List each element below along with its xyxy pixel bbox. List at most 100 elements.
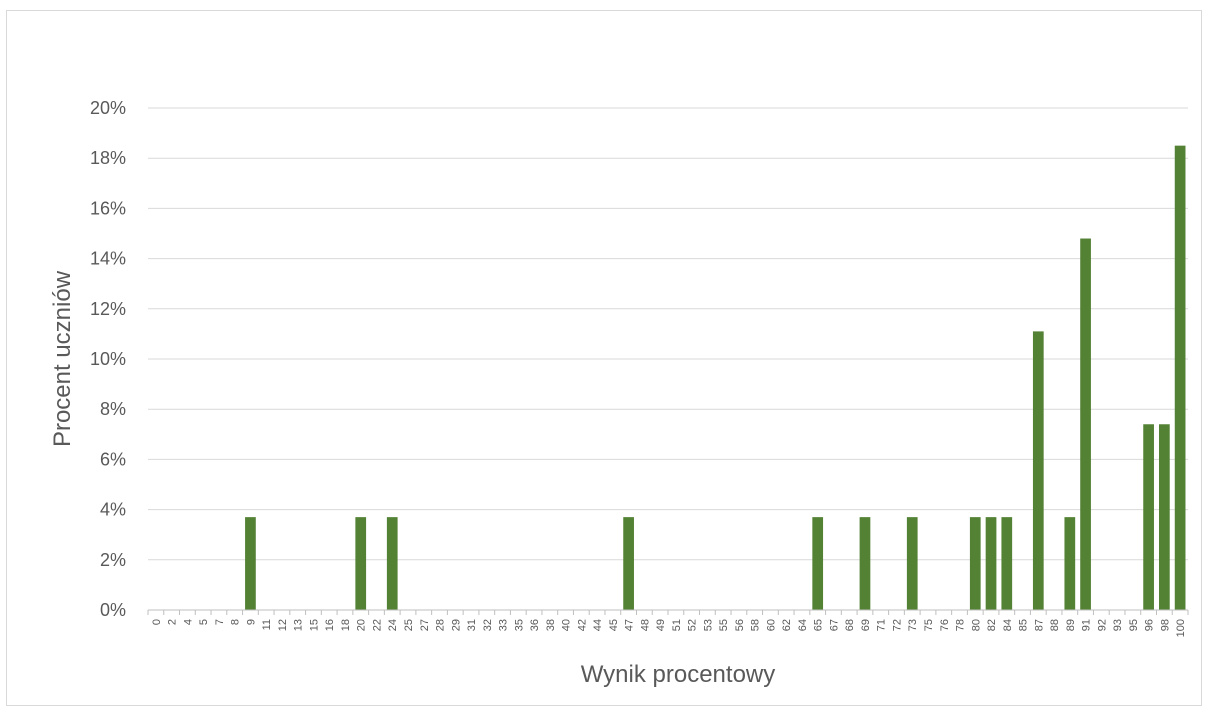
x-tick-label: 45 — [608, 619, 620, 631]
x-tick-label: 36 — [529, 619, 541, 631]
x-tick-label: 9 — [245, 619, 257, 625]
x-tick-label: 88 — [1049, 619, 1061, 631]
x-tick-label: 96 — [1144, 619, 1156, 631]
x-axis-title: Wynik procentowy — [581, 661, 776, 688]
x-tick-label: 87 — [1033, 619, 1045, 631]
x-tick-label: 100 — [1175, 619, 1187, 637]
x-tick-label: 40 — [561, 619, 573, 631]
x-tick-label: 12 — [277, 619, 289, 631]
x-tick-label: 58 — [750, 619, 762, 631]
x-tick-label: 69 — [860, 619, 872, 631]
x-tick-label: 93 — [1112, 619, 1124, 631]
y-tick-label: 4% — [100, 500, 126, 520]
bars — [245, 145, 1186, 610]
x-tick-label: 71 — [876, 619, 888, 631]
x-tick-label: 15 — [308, 619, 320, 631]
x-tick-label: 47 — [624, 619, 636, 631]
x-tick-label: 56 — [734, 619, 746, 631]
x-tick-label: 4 — [182, 619, 194, 625]
x-tick-label: 68 — [844, 619, 856, 631]
x-tick-label: 60 — [765, 619, 777, 631]
x-tick-label: 35 — [513, 619, 525, 631]
y-tick-label: 0% — [100, 600, 126, 620]
y-tick-label: 8% — [100, 399, 126, 419]
x-tick-label: 67 — [828, 619, 840, 631]
y-tick-label: 18% — [90, 148, 126, 168]
bar — [812, 517, 824, 610]
x-tick-label: 18 — [340, 619, 352, 631]
bar — [1080, 238, 1091, 610]
y-axis-ticks: 0% 2% 4% 6% 8% 10% 12% 14% 16% 18% 20% — [90, 98, 126, 620]
x-tick-label: 85 — [1018, 619, 1030, 631]
bar — [245, 517, 256, 610]
y-tick-label: 20% — [90, 98, 126, 118]
gridlines — [148, 107, 1188, 561]
bar — [1064, 517, 1076, 610]
x-tick-label: 20 — [356, 619, 368, 631]
bar — [1143, 424, 1154, 610]
x-tick-label: 64 — [797, 619, 809, 631]
x-tick-label: 89 — [1065, 619, 1077, 631]
x-tick-label: 84 — [1002, 619, 1014, 631]
x-tick-label: 2 — [167, 619, 179, 625]
y-tick-label: 10% — [90, 349, 126, 369]
x-tick-label: 32 — [482, 619, 494, 631]
x-tick-label: 82 — [986, 619, 998, 631]
x-tick-label: 42 — [576, 619, 588, 631]
x-tick-label: 52 — [687, 619, 699, 631]
x-tick-label: 72 — [891, 619, 903, 631]
x-tick-label: 8 — [230, 619, 242, 625]
y-tick-label: 12% — [90, 299, 126, 319]
x-tick-label: 98 — [1159, 619, 1171, 631]
bar — [1001, 517, 1013, 610]
x-axis-ticks: 0 2 4 5 7 8 9 11 12 13 15 16 18 20 22 24 25 27 28 29 31 32 33 3… — [147, 610, 1189, 637]
x-tick-label: 95 — [1128, 619, 1140, 631]
x-tick-label: 7 — [214, 619, 226, 625]
x-tick-label: 27 — [419, 619, 431, 631]
bar — [355, 517, 367, 610]
x-tick-label: 51 — [671, 619, 683, 631]
x-tick-label: 5 — [198, 619, 210, 625]
x-tick-label: 75 — [923, 619, 935, 631]
x-tick-label: 25 — [403, 619, 415, 631]
x-tick-label: 11 — [261, 619, 273, 630]
x-tick-label: 53 — [702, 619, 714, 631]
bar — [985, 517, 997, 610]
x-tick-label: 91 — [1081, 619, 1093, 631]
x-tick-label: 76 — [939, 619, 951, 631]
x-tick-label: 73 — [907, 619, 919, 631]
x-tick-label: 55 — [718, 619, 730, 631]
bar — [623, 517, 634, 610]
y-tick-label: 6% — [100, 449, 126, 469]
x-tick-label: 16 — [324, 619, 336, 631]
x-tick-label: 24 — [387, 619, 399, 631]
x-tick-label: 49 — [655, 619, 667, 631]
x-tick-label: 80 — [970, 619, 982, 631]
x-tick-label: 29 — [450, 619, 462, 631]
x-tick-label: 78 — [955, 619, 967, 631]
bar — [1174, 145, 1186, 610]
x-tick-label: 48 — [639, 619, 651, 631]
x-tick-label: 33 — [498, 619, 510, 631]
x-tick-label: 65 — [813, 619, 825, 631]
bar — [859, 517, 871, 610]
bar — [969, 517, 981, 610]
bar — [1032, 331, 1044, 610]
x-tick-label: 44 — [592, 619, 604, 631]
bar — [1159, 424, 1170, 610]
x-tick-label: 22 — [371, 619, 383, 631]
x-tick-label: 62 — [781, 619, 793, 631]
x-tick-label: 0 — [151, 619, 163, 625]
bar — [386, 517, 398, 610]
y-tick-label: 14% — [90, 249, 126, 269]
x-tick-label: 31 — [466, 619, 478, 631]
y-axis-title: Procent uczniów — [49, 270, 76, 447]
x-tick-label: 13 — [293, 619, 305, 631]
x-tick-label: 38 — [545, 619, 557, 631]
x-tick-label: 92 — [1096, 619, 1108, 631]
x-tick-label: 28 — [435, 619, 447, 631]
y-tick-label: 2% — [100, 550, 126, 570]
y-tick-label: 16% — [90, 198, 126, 218]
bar — [906, 517, 918, 610]
